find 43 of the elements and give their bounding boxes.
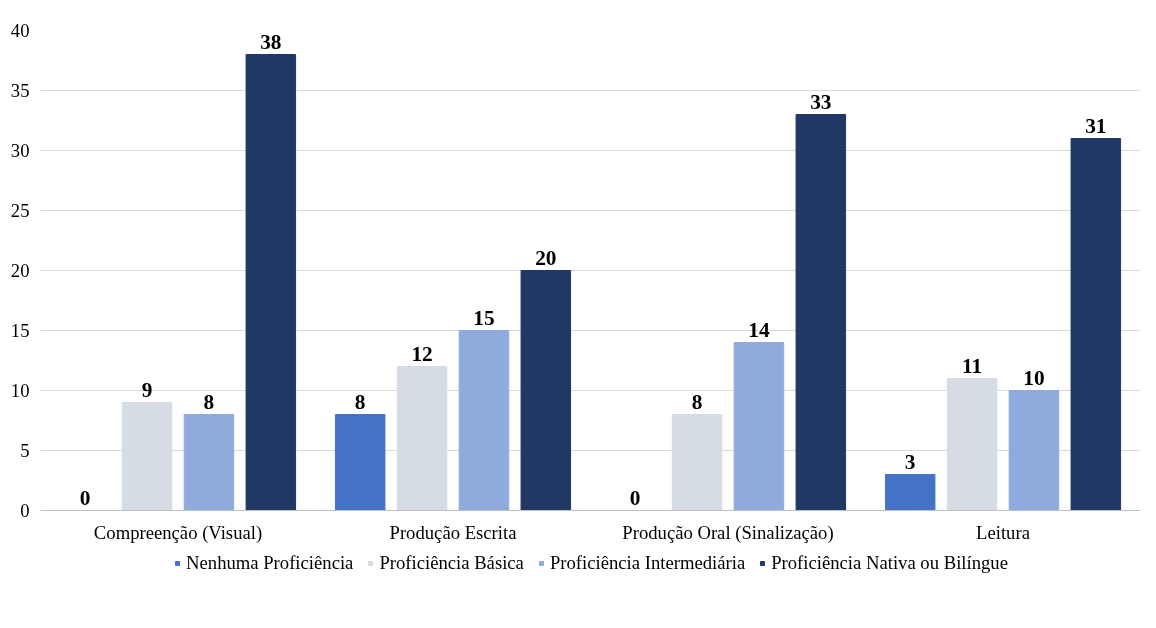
y-tick-label: 30	[10, 140, 30, 161]
data-label: 15	[473, 305, 495, 330]
y-tick-label: 15	[10, 320, 30, 341]
data-label: 3	[904, 449, 916, 474]
y-tick-label: 0	[20, 500, 30, 521]
y-tick-label: 25	[10, 200, 30, 221]
bar	[1070, 138, 1122, 511]
legend-label: Nenhuma Proficiência	[186, 552, 354, 574]
x-tick-label: Leitura	[976, 521, 1031, 543]
data-label: 0	[79, 485, 91, 510]
bar	[1008, 390, 1060, 511]
data-label: 10	[1023, 365, 1045, 390]
y-tick-label: 20	[10, 260, 30, 281]
y-tick-label: 10	[10, 380, 30, 401]
bar	[884, 474, 936, 511]
x-tick-label: Compreenção (Visual)	[93, 521, 263, 544]
data-label: 33	[810, 89, 832, 114]
data-label: 8	[203, 389, 215, 414]
data-label: 12	[411, 341, 433, 366]
data-label: 0	[629, 485, 641, 510]
data-label: 11	[961, 353, 983, 378]
legend-label: Proficiência Intermediária	[549, 552, 746, 574]
y-tick-label: 40	[10, 20, 30, 41]
data-label: 31	[1085, 113, 1107, 138]
data-label: 14	[748, 317, 770, 342]
bar	[334, 414, 386, 511]
x-tick-label: Produção Oral (Sinalização)	[622, 521, 834, 544]
data-label: 20	[535, 245, 557, 270]
y-tick-label: 5	[20, 440, 30, 461]
x-tick-label: Produção Escrita	[389, 521, 518, 543]
bar	[795, 114, 847, 511]
data-label: 8	[691, 389, 703, 414]
bar	[183, 414, 235, 511]
data-label: 9	[141, 377, 153, 402]
bar	[458, 330, 510, 511]
bar	[520, 270, 572, 511]
data-label: 38	[260, 29, 282, 54]
bar	[245, 54, 297, 511]
legend-label: Proficiência Nativa ou Bilíngue	[771, 552, 1008, 574]
y-tick-label: 35	[10, 80, 30, 101]
data-label: 8	[354, 389, 366, 414]
bar	[733, 342, 785, 511]
legend-label: Proficiência Básica	[379, 552, 524, 574]
